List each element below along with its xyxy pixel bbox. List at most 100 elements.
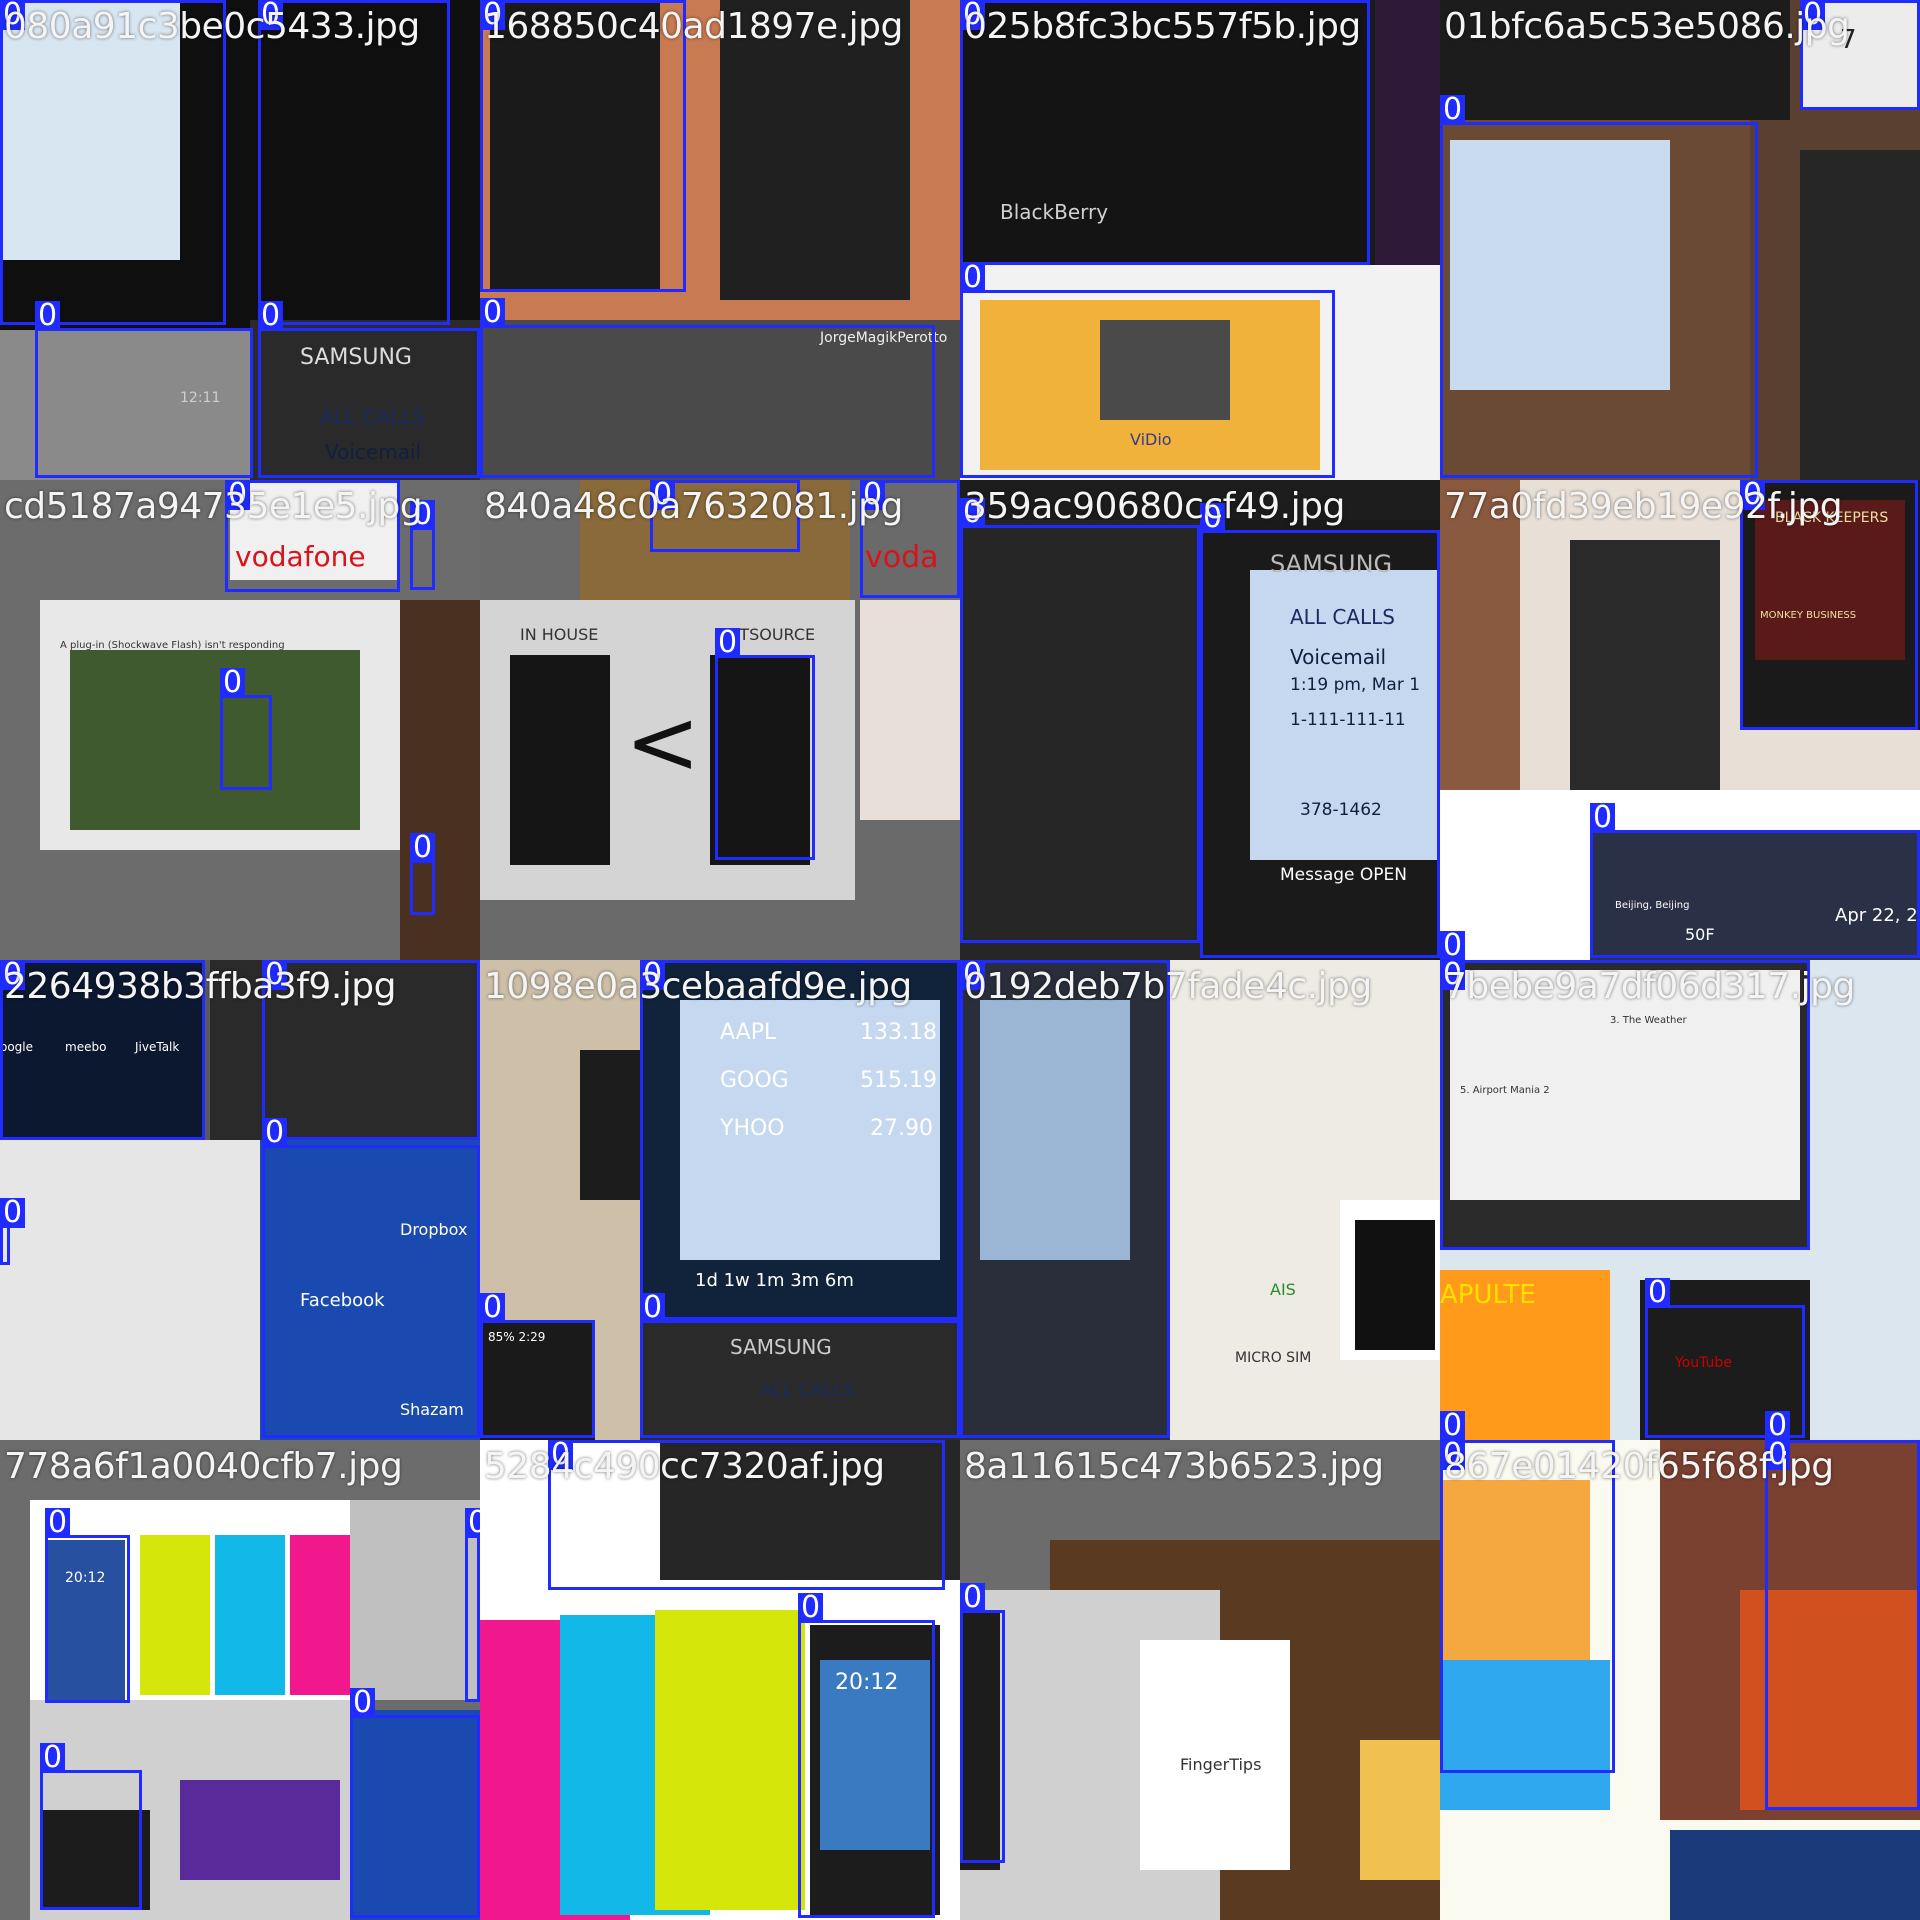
photo-region <box>230 480 400 580</box>
image-filename: 867e01420f65f68f.jpg <box>1444 1446 1834 1487</box>
detection-box: 0 <box>798 1593 935 1918</box>
photo-text: < <box>625 690 701 795</box>
photo-text: Message OPEN <box>1280 865 1408 885</box>
mosaic-tile: 5. Airport Mania 2 3. The Weather APULTE Yo… <box>1440 960 1920 1440</box>
photo-region <box>710 655 810 865</box>
class-label: 0 <box>262 1118 288 1148</box>
photo-region <box>40 1810 150 1910</box>
class-label: 0 <box>410 500 436 530</box>
class-label: 0 <box>258 301 284 331</box>
photo-region <box>1355 1220 1435 1350</box>
detection-box: 0 <box>262 1118 480 1438</box>
image-filename: 0192deb7b7fade4c.jpg <box>964 966 1372 1007</box>
photo-region <box>960 520 1200 960</box>
class-label: 0 <box>1440 931 1466 960</box>
detection-box: 0 <box>465 1508 480 1702</box>
image-filename: 77a0fd39eb19e92f.jpg <box>1444 486 1843 527</box>
photo-text: SAMSUNG <box>1270 550 1393 578</box>
class-label: 0 <box>262 960 288 990</box>
photo-region <box>180 1780 340 1880</box>
detection-box: 0 <box>258 301 480 478</box>
photo-text: IN HOUSE <box>520 625 599 644</box>
detection-box: 0 <box>715 628 815 860</box>
photo-text: 27.90 <box>870 1116 933 1141</box>
image-filename: 5284c490cc7320af.jpg <box>484 1446 885 1487</box>
mosaic-tile: 0 0 867e01420f65f68f.jpg <box>1440 1440 1920 1920</box>
detection-box: 0 <box>1200 503 1440 958</box>
photo-text: ALL CALLS <box>760 1380 855 1401</box>
mosaic-tile: BlackBerry ViDio 0 0 025b8fc3bc557f5b.jpg <box>960 0 1440 480</box>
photo-region <box>860 600 960 820</box>
photo-text: oogle <box>0 1040 34 1054</box>
detection-box: 0 <box>262 960 480 1140</box>
photo-region <box>720 0 910 300</box>
class-label: 0 <box>650 480 676 510</box>
photo-text: ALL CALLS <box>320 405 425 429</box>
class-label: 0 <box>960 1583 986 1613</box>
image-filename: 2264938b3ffba3f9.jpg <box>4 966 396 1007</box>
photo-text: YHOO <box>720 1116 785 1141</box>
photo-region <box>290 1535 350 1695</box>
photo-text: ViDio <box>1130 430 1172 449</box>
photo-region <box>1450 970 1800 1200</box>
photo-region <box>400 600 480 960</box>
photo-text: Voicemail <box>325 440 422 464</box>
class-label: 0 <box>715 628 741 658</box>
photo-text: AIS <box>1270 1280 1296 1299</box>
photo-region <box>960 1610 1000 1870</box>
photo-text: AAPL <box>720 1020 777 1045</box>
class-label: 0 <box>480 298 506 328</box>
photo-region <box>510 655 610 865</box>
photo-text: Beijing, Beijing <box>1615 900 1690 911</box>
photo-text: 50F <box>1685 925 1715 944</box>
detection-box: 0 <box>35 301 253 478</box>
class-label: 0 <box>1200 503 1226 533</box>
image-filename: 8a11615c473b6523.jpg <box>964 1446 1384 1487</box>
class-label: 0 <box>1440 960 1466 990</box>
detection-box: 0 <box>1440 960 1810 1250</box>
class-label: 0 <box>0 0 26 30</box>
photo-text: 133.18 <box>860 1020 937 1045</box>
class-label: 0 <box>225 480 251 510</box>
photo-text: 85% 2:29 <box>488 1330 546 1344</box>
detection-box: 0 <box>45 1508 130 1703</box>
detection-box: 0 <box>640 1293 960 1438</box>
photo-region <box>350 1500 480 1700</box>
class-label: 0 <box>640 960 666 990</box>
photo-text: 1:19 pm, Mar 1 <box>1290 675 1421 695</box>
class-label: 0 <box>0 1198 26 1228</box>
detection-box: 0 <box>1440 1440 1615 1773</box>
photo-region <box>680 1000 940 1260</box>
mosaic-tile: SAMSUNG ALL CALLS Voicemail 1:19 pm, Mar 1 1… <box>960 480 1440 960</box>
class-label: 0 <box>220 668 246 698</box>
photo-region <box>1670 1830 1920 1920</box>
photo-text: YouTube <box>1675 1355 1732 1371</box>
mosaic-tile: JorgeMagikPerotto 0 0 168850c40ad1897e.jpg <box>480 0 960 480</box>
photo-text: Shazam <box>400 1400 464 1419</box>
photo-text: 20:12 <box>835 1670 899 1695</box>
detection-box: 0 <box>220 668 272 790</box>
photo-region <box>580 480 850 600</box>
class-label: 0 <box>480 0 506 30</box>
class-label: 0 <box>1440 1440 1466 1470</box>
photo-text: 515.19 <box>860 1068 937 1093</box>
class-label: 0 <box>1440 1411 1466 1440</box>
photo-region <box>960 0 1370 265</box>
photo-region <box>1375 0 1440 265</box>
photo-region <box>1360 1740 1440 1880</box>
image-filename: 840a48c0a7632081.jpg <box>484 486 903 527</box>
photo-text: 20:12 <box>65 1570 106 1586</box>
detection-box: 0 <box>860 480 960 598</box>
photo-region <box>250 320 480 480</box>
detection-box: 0 <box>1765 1411 1791 1440</box>
detection-box: 0 <box>1590 803 1920 958</box>
image-filename: 168850c40ad1897e.jpg <box>484 6 903 47</box>
image-filename: 778a6f1a0040cfb7.jpg <box>4 1446 403 1487</box>
photo-region <box>1590 830 1920 960</box>
class-label: 0 <box>960 498 986 528</box>
photo-text: JorgeMagikPerotto <box>820 330 948 346</box>
photo-region <box>1440 1660 1610 1810</box>
detection-box: 0 <box>1765 1440 1920 1810</box>
class-label: 0 <box>35 301 61 331</box>
